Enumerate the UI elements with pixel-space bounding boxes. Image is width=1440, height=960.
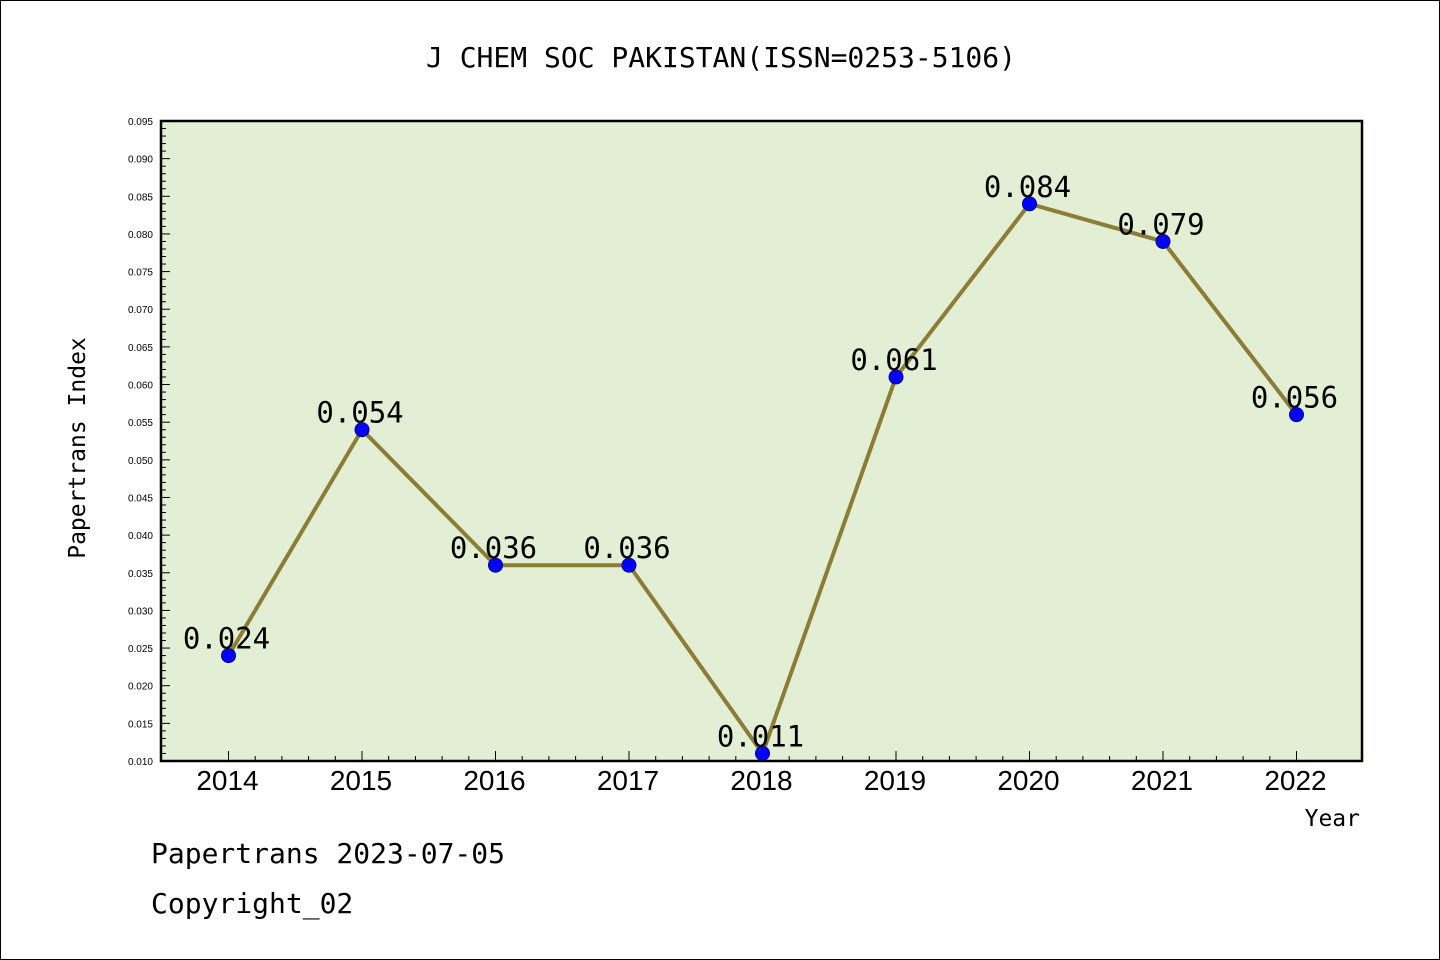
y-tick-label: 0.040 bbox=[128, 531, 153, 542]
x-tick-label: 2017 bbox=[597, 765, 659, 796]
data-label: 0.079 bbox=[1117, 207, 1204, 241]
data-point bbox=[888, 369, 904, 385]
plot-area bbox=[159, 119, 1364, 763]
data-label: 0.061 bbox=[850, 343, 937, 377]
y-tick-label: 0.020 bbox=[128, 682, 153, 693]
x-tick-label: 2020 bbox=[997, 765, 1059, 796]
y-tick-label: 0.045 bbox=[128, 493, 153, 504]
x-tick-label: 2014 bbox=[196, 765, 258, 796]
x-tick-label: 2022 bbox=[1264, 765, 1326, 796]
data-label: 0.024 bbox=[183, 622, 270, 656]
footer-copyright: Copyright_02 bbox=[151, 887, 354, 920]
y-axis: 0.010 0.015 0.020 0.025 0.030 0.035 0.040 0.045… bbox=[128, 117, 170, 768]
y-tick-label: 0.030 bbox=[128, 606, 153, 617]
y-axis-title: Papertrans Index bbox=[65, 337, 91, 559]
x-axis-title: Year bbox=[1305, 806, 1360, 832]
y-tick-label: 0.025 bbox=[128, 644, 153, 655]
y-tick-label: 0.080 bbox=[128, 230, 153, 241]
x-tick-label: 2019 bbox=[864, 765, 926, 796]
data-point bbox=[221, 648, 236, 664]
y-tick-label: 0.055 bbox=[128, 418, 153, 429]
x-axis: 2014 2015 2016 2017 2018 2019 2020 2021 2022 bbox=[196, 751, 1327, 796]
data-point bbox=[755, 745, 770, 761]
y-tick-label: 0.085 bbox=[128, 192, 153, 203]
data-point bbox=[354, 422, 370, 438]
data-label-layer: 0.024 0.054 0.036 0.036 0.011 0.061 0.084 0.079… bbox=[183, 170, 1338, 754]
y-tick-label: 0.095 bbox=[128, 117, 153, 128]
data-point bbox=[621, 557, 637, 573]
data-label: 0.036 bbox=[450, 531, 537, 565]
y-tick-label: 0.065 bbox=[128, 343, 153, 354]
data-label: 0.056 bbox=[1251, 381, 1338, 415]
x-tick-label: 2018 bbox=[730, 765, 792, 796]
y-tick-label: 0.010 bbox=[128, 757, 153, 768]
series-layer bbox=[221, 196, 1304, 761]
data-point bbox=[488, 557, 503, 573]
y-tick-label: 0.015 bbox=[128, 719, 153, 730]
data-label: 0.011 bbox=[717, 719, 804, 753]
data-label: 0.036 bbox=[583, 531, 670, 565]
data-point bbox=[1155, 233, 1171, 249]
y-tick-label: 0.075 bbox=[128, 268, 153, 279]
y-tick-label: 0.035 bbox=[128, 569, 153, 580]
data-point bbox=[1289, 407, 1304, 423]
data-label: 0.084 bbox=[984, 170, 1071, 204]
x-tick-label: 2015 bbox=[330, 765, 392, 796]
y-tick-label: 0.050 bbox=[128, 456, 153, 467]
chart-title: J CHEM SOC PAKISTAN(ISSN=0253-5106) bbox=[426, 41, 1016, 74]
data-point bbox=[1022, 196, 1037, 212]
x-tick-label: 2021 bbox=[1131, 765, 1193, 796]
x-tick-label: 2016 bbox=[463, 765, 525, 796]
y-tick-label: 0.070 bbox=[128, 305, 153, 316]
data-label: 0.054 bbox=[316, 396, 403, 430]
y-tick-label: 0.090 bbox=[128, 155, 153, 166]
footer-date: Papertrans 2023-07-05 bbox=[151, 837, 506, 870]
y-tick-label: 0.060 bbox=[128, 381, 153, 392]
